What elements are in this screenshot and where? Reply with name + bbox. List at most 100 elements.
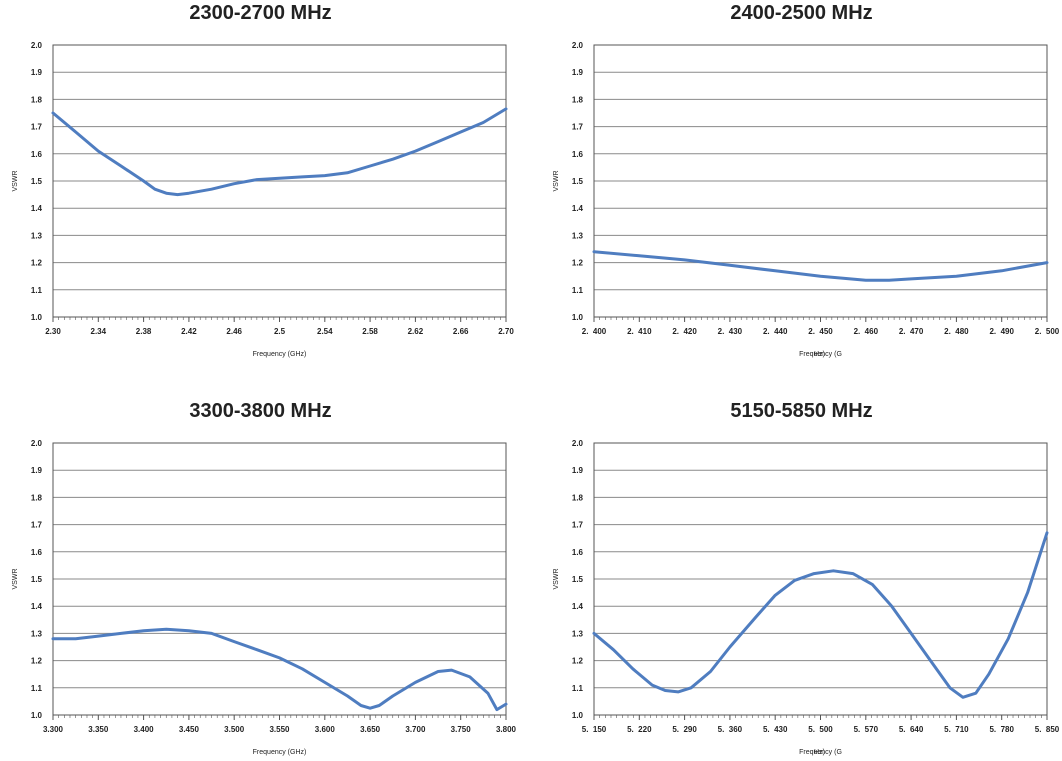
x-tick-label: 2. 470 xyxy=(899,327,924,336)
y-tick-label: 1.3 xyxy=(572,629,584,638)
y-axis-label: VSWR xyxy=(12,171,19,192)
x-tick-label: 2. 440 xyxy=(763,327,788,336)
y-tick-label: 1.7 xyxy=(572,123,584,132)
x-tick-label: 3.700 xyxy=(405,725,426,734)
y-tick-label: 1.5 xyxy=(31,575,43,584)
x-tick-label: 3.800 xyxy=(496,725,517,734)
y-tick-label: 1.6 xyxy=(31,548,43,557)
y-tick-label: 1.9 xyxy=(572,68,584,77)
y-tick-label: 1.1 xyxy=(572,286,584,295)
x-tick-label: 5. 640 xyxy=(899,725,924,734)
y-tick-label: 1.1 xyxy=(31,286,43,295)
x-tick-label: 3.600 xyxy=(315,725,336,734)
x-tick-label: 2. 450 xyxy=(808,327,833,336)
vswr-series-line xyxy=(51,627,508,712)
y-tick-label: 1.7 xyxy=(31,521,43,530)
y-tick-label: 1.4 xyxy=(31,204,43,213)
x-tick-label: 5. 780 xyxy=(989,725,1014,734)
x-tick-label: 2.66 xyxy=(453,327,469,336)
x-tick-label: 2.70 xyxy=(498,327,514,336)
x-tick-label: 2.30 xyxy=(45,327,61,336)
x-tick-label: 5. 220 xyxy=(627,725,652,734)
y-tick-label: 1.1 xyxy=(31,684,43,693)
x-tick-label: 2. 500 xyxy=(1035,327,1060,336)
y-tick-label: 1.4 xyxy=(572,204,584,213)
y-tick-label: 1.2 xyxy=(31,657,43,666)
x-tick-label: 3.750 xyxy=(451,725,472,734)
chart-title: 3300-3800 MHz xyxy=(189,400,332,422)
y-tick-label: 1.5 xyxy=(572,177,584,186)
vswr-chart-5150-5850: 1.0 1.1 1.2 1.3 1.4 1.5 1.6 1.7 1.8 1.9 2.0 5. 150 5… xyxy=(553,439,1060,756)
x-tick-label: 3.650 xyxy=(360,725,381,734)
x-axis-label: Frequency (G xyxy=(799,351,842,358)
x-tick-label: 2.58 xyxy=(362,327,378,336)
y-tick-label: 1.0 xyxy=(572,313,584,322)
x-axis-label: Frequency (GHz) xyxy=(253,749,307,756)
x-tick-label: 2.5 xyxy=(274,327,286,336)
x-axis-label-overlay: Hz) xyxy=(814,749,825,756)
x-axis-label-overlay: Hz) xyxy=(814,351,825,358)
y-tick-label: 1.2 xyxy=(572,657,584,666)
x-tick-label: 2. 490 xyxy=(989,327,1014,336)
chart-panel-2400-2500: 2400-2500 MHz 1.0 1.1 1.2 1.3 1.4 1.5 1.6 1.7 1.… xyxy=(541,0,1062,360)
vswr-chart-2300-2700: 1.0 1.1 1.2 1.3 1.4 1.5 1.6 1.7 1.8 1.9 2.0 2.30 2.3… xyxy=(12,41,514,358)
x-tick-label: 2.62 xyxy=(408,327,424,336)
chart-panel-2300-2700: 2300-2700 MHz 1.0 1.1 1.2 1.3 1.4 1.5 1.6 1.7 1.… xyxy=(0,0,521,360)
y-tick-label: 1.0 xyxy=(31,711,43,720)
x-tick-label: 2. 400 xyxy=(582,327,607,336)
x-tick-label: 5. 360 xyxy=(718,725,743,734)
y-tick-label: 1.9 xyxy=(31,68,43,77)
chart-title: 2300-2700 MHz xyxy=(189,2,332,24)
y-tick-label: 1.7 xyxy=(572,521,584,530)
y-tick-label: 1.2 xyxy=(572,259,584,268)
y-axis-label: VSWR xyxy=(12,569,19,590)
x-tick-label: 2.34 xyxy=(91,327,107,336)
y-tick-label: 1.6 xyxy=(31,150,43,159)
x-axis-label: Frequency (GHz) xyxy=(253,351,307,358)
y-tick-label: 1.0 xyxy=(572,711,584,720)
x-tick-label: 5. 290 xyxy=(672,725,697,734)
y-tick-label: 1.8 xyxy=(572,95,584,104)
chart-title: 5150-5850 MHz xyxy=(730,400,873,422)
y-tick-label: 1.5 xyxy=(572,575,584,584)
vswr-chart-3300-3800: 1.0 1.1 1.2 1.3 1.4 1.5 1.6 1.7 1.8 1.9 2.0 3.300 3.… xyxy=(12,439,517,756)
x-axis-label: Frequency (G xyxy=(799,749,842,756)
x-tick-label: 5. 710 xyxy=(944,725,969,734)
y-tick-label: 1.8 xyxy=(31,493,43,502)
y-tick-label: 1.7 xyxy=(31,123,43,132)
x-tick-label: 3.500 xyxy=(224,725,245,734)
y-tick-label: 1.4 xyxy=(572,602,584,611)
x-tick-label: 3.350 xyxy=(88,725,109,734)
x-tick-label: 2.38 xyxy=(136,327,152,336)
y-tick-label: 2.0 xyxy=(572,41,584,50)
x-tick-label: 3.300 xyxy=(43,725,64,734)
y-axis-label: VSWR xyxy=(553,569,560,590)
y-tick-label: 1.8 xyxy=(31,95,43,104)
y-tick-label: 1.3 xyxy=(31,231,43,240)
x-tick-label: 2. 480 xyxy=(944,327,969,336)
y-tick-label: 2.0 xyxy=(31,439,43,448)
y-tick-label: 1.5 xyxy=(31,177,43,186)
x-tick-label: 5. 850 xyxy=(1035,725,1060,734)
y-tick-label: 2.0 xyxy=(572,439,584,448)
chart-panel-5150-5850: 5150-5850 MHz 1.0 1.1 1.2 1.3 1.4 1.5 1.6 1.7 1.… xyxy=(541,398,1062,758)
y-axis-label: VSWR xyxy=(553,171,560,192)
chart-title: 2400-2500 MHz xyxy=(730,2,873,24)
x-tick-label: 5. 500 xyxy=(808,725,833,734)
y-tick-label: 1.3 xyxy=(31,629,43,638)
vswr-chart-2400-2500: 1.0 1.1 1.2 1.3 1.4 1.5 1.6 1.7 1.8 1.9 2.0 2. 400 2… xyxy=(553,41,1060,358)
x-tick-label: 5. 150 xyxy=(582,725,607,734)
y-tick-label: 1.4 xyxy=(31,602,43,611)
x-tick-label: 3.450 xyxy=(179,725,200,734)
x-tick-label: 2.42 xyxy=(181,327,197,336)
x-tick-label: 2. 430 xyxy=(718,327,743,336)
y-tick-label: 1.1 xyxy=(572,684,584,693)
vswr-series-line xyxy=(51,107,508,197)
y-tick-label: 1.3 xyxy=(572,231,584,240)
y-tick-label: 1.9 xyxy=(31,466,43,475)
x-tick-label: 2.46 xyxy=(226,327,242,336)
y-tick-label: 1.2 xyxy=(31,259,43,268)
vswr-series-line xyxy=(592,250,1049,282)
y-tick-label: 1.6 xyxy=(572,548,584,557)
x-tick-label: 5. 570 xyxy=(854,725,879,734)
